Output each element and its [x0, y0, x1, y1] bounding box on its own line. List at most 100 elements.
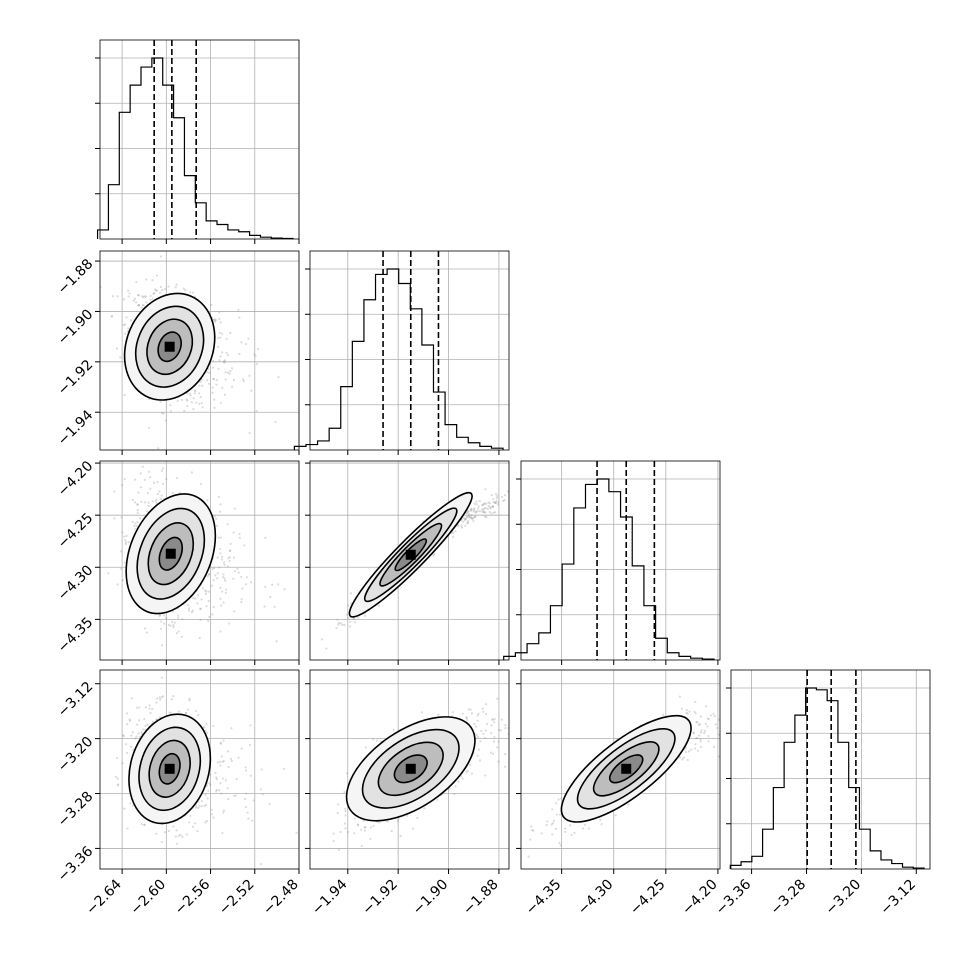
scatter-point: [163, 614, 166, 617]
scatter-point: [119, 567, 122, 570]
scatter-point: [224, 371, 227, 374]
scatter-point: [219, 401, 223, 404]
scatter-point: [541, 486, 543, 488]
scatter-point: [205, 590, 208, 593]
scatter-point: [466, 522, 469, 525]
scatter-point: [223, 563, 226, 566]
scatter-point: [140, 500, 143, 503]
scatter-point: [151, 297, 154, 300]
scatter-point: [529, 484, 531, 486]
scatter-point: [130, 697, 133, 700]
scatter-point: [465, 771, 468, 774]
scatter-point: [372, 738, 375, 741]
scatter-point: [172, 626, 175, 629]
scatter-point: [460, 519, 463, 522]
scatter-point: [129, 802, 132, 805]
histogram-0: [96, 57, 294, 240]
scatter-point: [134, 527, 137, 530]
scatter-point: [234, 794, 237, 797]
scatter-point: [248, 743, 252, 747]
scatter-point: [469, 509, 472, 513]
scatter-point: [149, 298, 152, 302]
scatter-point: [227, 622, 231, 625]
scatter-point: [124, 538, 127, 542]
scatter-point: [124, 541, 127, 544]
scatter-point: [699, 715, 702, 718]
scatter-point: [212, 366, 215, 369]
scatter-point: [123, 393, 126, 397]
scatter-point: [162, 622, 166, 625]
scatter-point: [369, 826, 372, 829]
scatter-point: [467, 708, 470, 711]
scatter-point: [143, 295, 146, 298]
scatter-point: [218, 760, 221, 763]
scatter-point: [485, 502, 488, 505]
density-peak: [405, 763, 416, 774]
scatter-point: [489, 506, 492, 509]
scatter-point: [475, 733, 478, 736]
scatter-point: [147, 470, 150, 473]
scatter-point: [260, 768, 263, 771]
scatter-point: [233, 570, 237, 573]
scatter-point: [167, 829, 170, 833]
scatter-point: [220, 555, 224, 558]
scatter-point: [136, 503, 139, 506]
scatter-point: [236, 567, 239, 571]
scatter-point: [113, 490, 116, 493]
scatter-point: [484, 511, 487, 514]
scatter-point: [420, 711, 423, 714]
scatter-point: [275, 640, 278, 643]
scatter-point: [259, 788, 262, 791]
scatter-point: [545, 487, 547, 489]
scatter-point: [491, 505, 494, 508]
scatter-point: [475, 500, 478, 503]
scatter-point: [344, 814, 347, 817]
scatter-point: [177, 614, 180, 617]
scatter-point: [244, 797, 247, 800]
scatter-point: [203, 804, 206, 808]
scatter-point: [509, 760, 511, 762]
scatter-point: [215, 790, 218, 793]
scatter-point: [125, 751, 129, 755]
scatter-point: [151, 279, 154, 282]
scatter-point: [128, 718, 131, 721]
scatter-point: [494, 492, 498, 496]
scatter-point: [161, 695, 165, 698]
scatter-point: [396, 819, 399, 823]
scatter-point: [534, 746, 536, 748]
scatter-point: [463, 517, 467, 520]
scatter-point: [141, 295, 144, 298]
scatter-point: [507, 490, 509, 493]
scatter-point: [199, 380, 202, 383]
scatter-point: [215, 383, 218, 386]
scatter-point: [454, 530, 457, 533]
scatter-point: [149, 487, 152, 490]
scatter-point: [195, 804, 198, 807]
scatter-point: [159, 400, 162, 403]
scatter-point: [182, 287, 186, 290]
scatter-point: [160, 469, 163, 472]
scatter-point: [349, 592, 352, 595]
scatter-point: [244, 583, 248, 586]
scatter-point: [199, 618, 202, 621]
scatter-point: [477, 505, 480, 508]
scatter-point: [207, 382, 211, 385]
scatter-point: [436, 798, 439, 801]
scatter-point: [468, 516, 471, 519]
scatter-point: [169, 404, 172, 407]
scatter-point: [489, 751, 493, 754]
scatter-point: [222, 809, 226, 812]
scatter-point: [213, 515, 216, 518]
scatter-point: [390, 830, 393, 833]
scatter-point: [191, 825, 195, 828]
scatter-point: [223, 361, 226, 364]
scatter-point: [131, 520, 135, 524]
scatter-point: [364, 614, 367, 617]
scatter-point: [470, 513, 473, 517]
scatter-point: [171, 620, 174, 624]
scatter-point: [223, 577, 226, 580]
scatter-point: [206, 797, 209, 800]
scatter-point: [228, 372, 231, 375]
scatter-point: [132, 299, 135, 302]
